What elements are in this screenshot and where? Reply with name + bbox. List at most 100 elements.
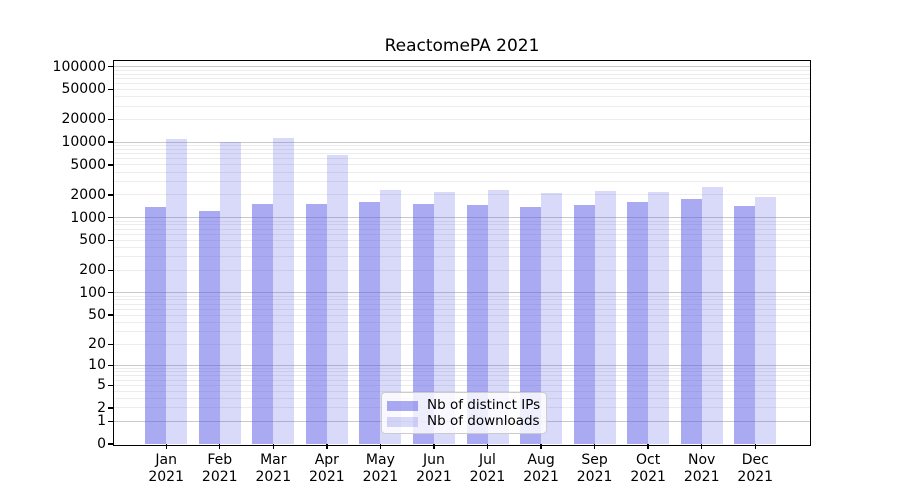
bar-downloads-mar-2021 [273, 138, 295, 444]
gridline-minor-9 [114, 368, 810, 370]
bar-ips-mar-2021 [252, 203, 274, 444]
gridline-minor-800 [114, 224, 810, 226]
y-tick-mark-500 [107, 239, 114, 241]
gridline-minor-90000 [114, 69, 810, 71]
gridline-minor-40000 [114, 96, 810, 98]
bar-downloads-aug-2021 [541, 193, 563, 444]
gridline-major-10 [114, 364, 810, 366]
x-tick-label-jan-2021: Jan 2021 [148, 452, 184, 485]
gridline-minor-60000 [114, 82, 810, 84]
gridline-minor-4 [114, 390, 810, 392]
gridline-major-100000 [114, 66, 810, 68]
y-tick-mark-1000 [107, 216, 114, 219]
gridline-minor-80000 [114, 73, 810, 75]
y-tick-label-20000: 20000 [61, 111, 106, 128]
x-tick-mark-jul-2021 [486, 444, 489, 449]
legend-label-ips: Nb of distinct IPs [427, 397, 541, 413]
x-tick-label-jun-2021: Jun 2021 [416, 452, 452, 485]
gridline-minor-500 [114, 239, 810, 241]
x-tick-mark-mar-2021 [272, 444, 274, 449]
y-tick-label-2000: 2000 [70, 186, 106, 203]
gridline-minor-40 [114, 321, 810, 323]
bar-ips-sep-2021 [573, 205, 595, 444]
legend-label-downloads: Nb of downloads [427, 413, 540, 429]
gridline-minor-70000 [114, 77, 810, 79]
y-tick-label-20: 20 [88, 336, 106, 353]
x-tick-mark-aug-2021 [540, 444, 542, 449]
plot-area [114, 61, 810, 445]
bar-ips-jan-2021 [145, 206, 167, 444]
gridline-minor-5 [114, 384, 810, 386]
gridline-minor-6000 [114, 158, 810, 160]
chart-title: ReactomePA 2021 [384, 36, 540, 56]
legend-item-nb-of-downloads: Nb of downloads [387, 413, 540, 429]
x-tick-label-jul-2021: Jul 2021 [469, 452, 506, 485]
x-tick-mark-may-2021 [379, 444, 382, 449]
gridline-minor-8000 [114, 148, 810, 150]
bar-downloads-jan-2021 [166, 139, 188, 444]
x-tick-label-oct-2021: Oct 2021 [630, 452, 666, 485]
x-tick-label-mar-2021: Mar 2021 [255, 452, 292, 485]
x-tick-label-feb-2021: Feb 2021 [201, 452, 238, 485]
y-tick-label-5000: 5000 [70, 156, 106, 173]
bar-ips-dec-2021 [734, 205, 756, 444]
y-tick-label-1: 1 [97, 413, 106, 430]
y-tick-label-10: 10 [88, 357, 106, 374]
bar-ips-nov-2021 [680, 199, 702, 444]
gridline-minor-5000 [114, 164, 810, 166]
x-tick-label-sep-2021: Sep 2021 [576, 452, 613, 485]
bar-downloads-feb-2021 [219, 141, 241, 444]
y-tick-mark-50000 [107, 88, 114, 91]
gridline-minor-4000 [114, 171, 810, 173]
gridline-minor-400 [114, 247, 810, 249]
gridline-minor-60 [114, 308, 810, 310]
bar-downloads-nov-2021 [701, 187, 723, 444]
x-tick-mark-nov-2021 [701, 444, 703, 449]
y-tick-label-2: 2 [97, 399, 106, 416]
legend-swatch-downloads [387, 416, 418, 427]
gridline-minor-300 [114, 256, 810, 258]
gridline-minor-30 [114, 330, 810, 332]
gridline-minor-70 [114, 303, 810, 305]
gridline-minor-50000 [114, 88, 810, 90]
legend: Nb of distinct IPs Nb of downloads [381, 392, 547, 434]
gridline-minor-700 [114, 228, 810, 230]
x-tick-label-nov-2021: Nov 2021 [683, 452, 720, 485]
x-tick-label-aug-2021: Aug 2021 [523, 452, 559, 485]
y-tick-label-50000: 50000 [61, 81, 106, 98]
y-tick-mark-0 [107, 443, 114, 445]
bar-downloads-sep-2021 [594, 191, 616, 444]
x-tick-mark-apr-2021 [326, 444, 328, 449]
gridline-minor-20000 [114, 118, 810, 120]
bar-ips-may-2021 [359, 201, 381, 444]
y-tick-label-100: 100 [79, 284, 106, 301]
gridline-minor-2000 [114, 194, 810, 196]
y-tick-mark-1 [107, 420, 114, 422]
gridline-minor-30000 [114, 105, 810, 107]
gridline-minor-9000 [114, 145, 810, 147]
bar-ips-jul-2021 [466, 204, 488, 444]
y-tick-label-0: 0 [97, 436, 106, 452]
x-tick-mark-dec-2021 [754, 444, 756, 449]
bar-downloads-jun-2021 [433, 192, 455, 444]
y-tick-mark-100000 [107, 66, 114, 68]
bar-ips-jun-2021 [412, 204, 434, 444]
bar-downloads-may-2021 [380, 189, 402, 444]
x-tick-label-apr-2021: Apr 2021 [309, 452, 345, 485]
gridline-minor-600 [114, 233, 810, 235]
y-tick-mark-20000 [107, 118, 114, 121]
gridline-minor-50 [114, 314, 810, 316]
y-tick-label-100000: 100000 [52, 58, 106, 75]
y-tick-mark-100 [107, 292, 114, 294]
y-tick-label-500: 500 [79, 232, 106, 249]
gridline-minor-200 [114, 269, 810, 271]
y-tick-label-5: 5 [97, 377, 106, 394]
legend-item-nb-of-distinct-ips: Nb of distinct IPs [387, 397, 541, 413]
bar-downloads-jul-2021 [487, 190, 509, 444]
x-tick-label-may-2021: May 2021 [362, 452, 399, 485]
gridline-minor-900 [114, 220, 810, 222]
x-tick-mark-oct-2021 [647, 444, 649, 449]
bar-ips-oct-2021 [627, 201, 649, 444]
x-tick-mark-jun-2021 [433, 444, 435, 449]
y-tick-mark-2000 [107, 194, 114, 196]
